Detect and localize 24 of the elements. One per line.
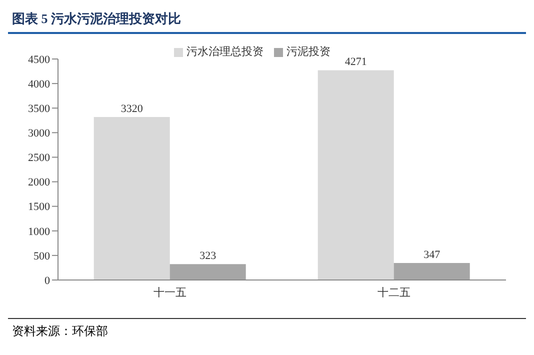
bar [94, 116, 170, 280]
y-tick-label: 1000 [28, 226, 50, 238]
y-tick-label: 4500 [28, 54, 50, 66]
chart-title: 图表 5 污水污泥治理投资对比 [8, 8, 526, 34]
data-label: 323 [200, 250, 217, 262]
y-tick-label: 3000 [28, 128, 50, 140]
bar [318, 70, 394, 280]
legend-label: 污水治理总投资 [186, 46, 264, 58]
x-tick-label: 十一五 [154, 286, 186, 299]
bar [394, 262, 470, 280]
y-tick-label: 1500 [28, 201, 50, 214]
data-label: 347 [424, 248, 441, 261]
bar [170, 264, 246, 280]
y-tick-label: 2500 [28, 152, 50, 164]
legend-label: 污泥投资 [286, 46, 330, 58]
y-tick-label: 3500 [28, 103, 50, 116]
data-label: 4271 [344, 56, 367, 68]
text: 资料来源：环保部 [12, 323, 109, 340]
x-tick-label: 十二五 [378, 286, 410, 299]
y-tick-label: 4000 [28, 78, 50, 90]
y-tick-label: 0 [44, 274, 50, 287]
data-label: 3320 [120, 102, 144, 115]
y-tick-label: 2000 [28, 176, 50, 189]
y-tick-label: 500 [34, 250, 50, 262]
